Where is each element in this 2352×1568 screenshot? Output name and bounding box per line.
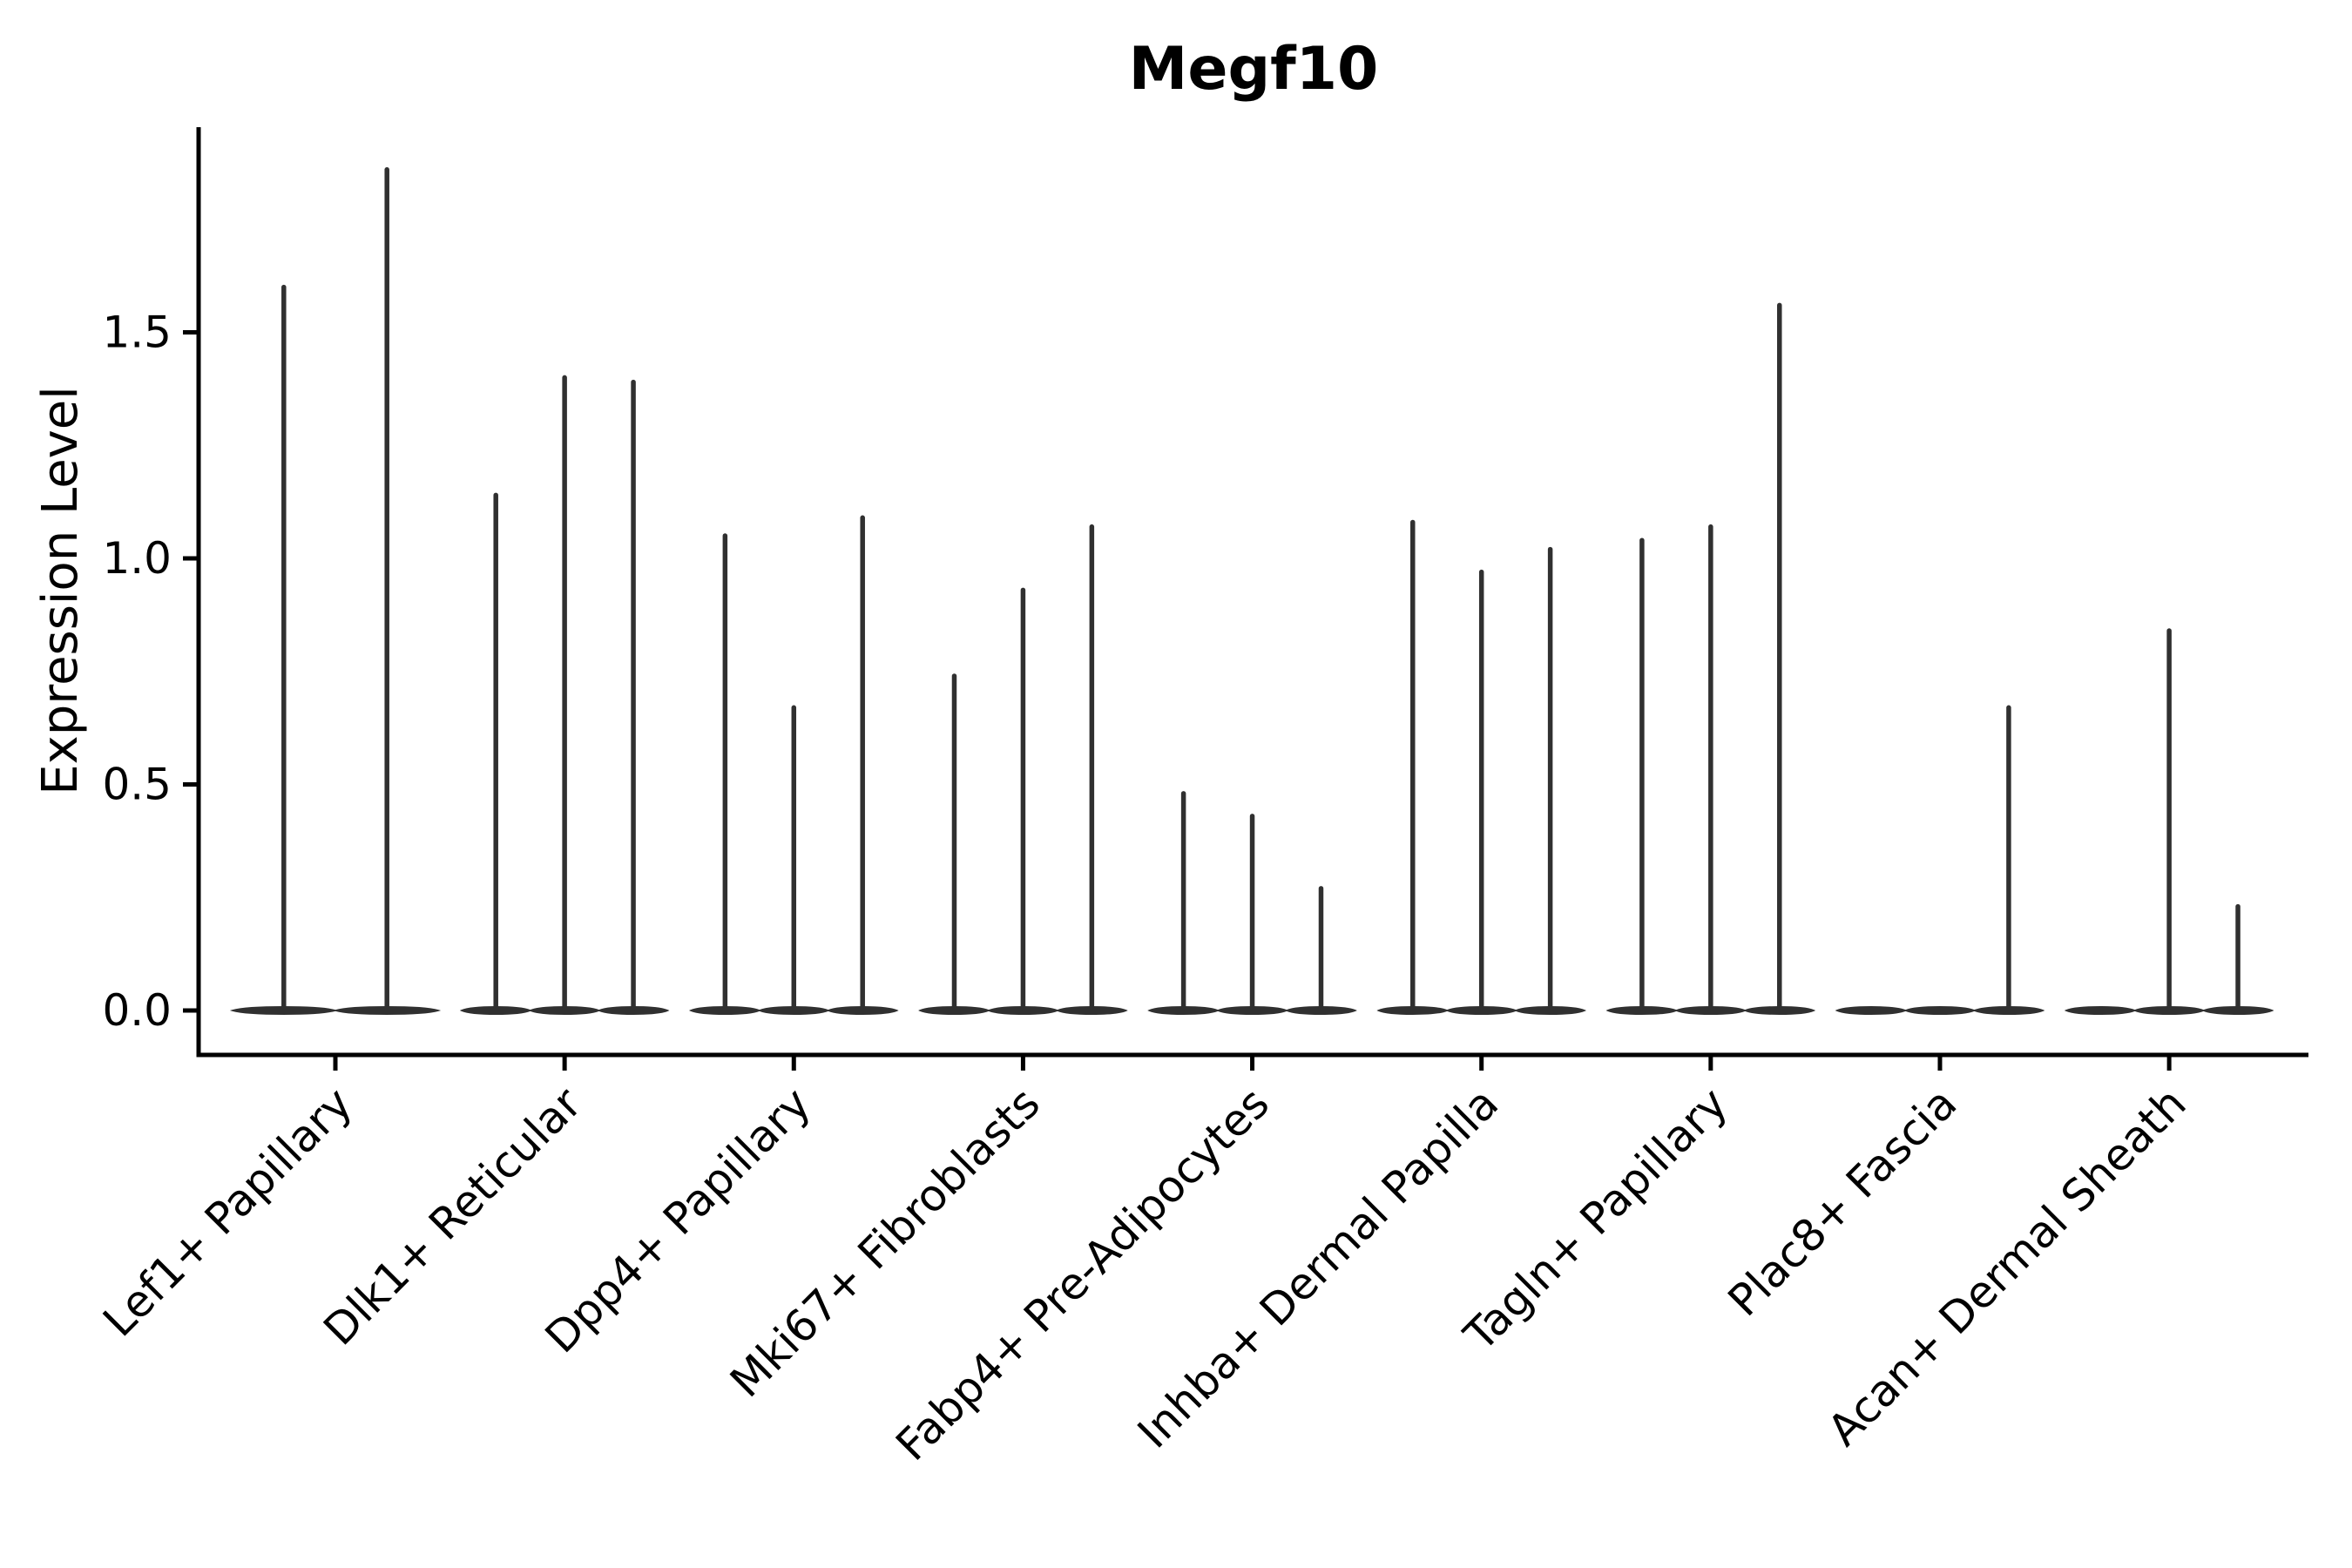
violin-base xyxy=(2064,1006,2137,1015)
axes-layer xyxy=(196,127,2308,1058)
chart-title: Megf10 xyxy=(1129,35,1379,104)
violin-base xyxy=(1835,1006,1908,1015)
y-tick-label: 1.5 xyxy=(102,308,172,358)
y-axis-label: Expression Level xyxy=(32,386,89,795)
violin-base xyxy=(1903,1006,1977,1015)
x-tick-label: Fabp4+ Pre-Adipocytes xyxy=(887,1078,1280,1470)
x-tick-label: Plac8+ Fascia xyxy=(1719,1078,1967,1326)
y-tick-label: 1.0 xyxy=(102,533,172,584)
y-tick-label: 0.5 xyxy=(102,760,172,810)
x-tick-label: Lef1+ Papillary xyxy=(93,1078,362,1346)
violins-layer xyxy=(229,166,2274,1015)
axis-spines xyxy=(196,127,2308,1058)
y-tick-label: 0.0 xyxy=(102,985,172,1036)
